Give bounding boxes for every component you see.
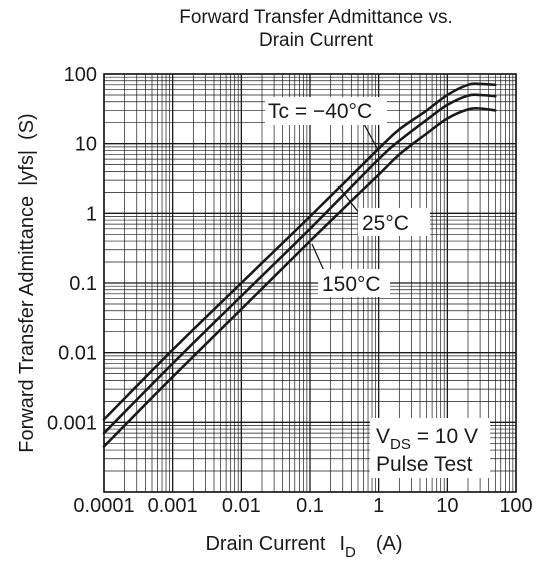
x-tick-label: 0.01 bbox=[222, 495, 261, 517]
leader-line-tc-40 bbox=[363, 123, 379, 151]
x-tick-labels: 0.0001 0.001 0.01 0.1 1 10 100 bbox=[73, 495, 532, 517]
pulse-test-label: Pulse Test bbox=[376, 453, 473, 476]
test-conditions: VDS = 10 V Pulse Test bbox=[370, 418, 490, 478]
y-axis-title: Forward Transfer Admittance|yfs|(S) bbox=[16, 113, 38, 452]
x-tick-label: 100 bbox=[499, 495, 532, 517]
label-bg-150c bbox=[318, 269, 390, 297]
y-tick-label: 0.001 bbox=[47, 412, 97, 434]
y-tick-label: 100 bbox=[64, 64, 97, 86]
leader-line-150c bbox=[311, 243, 326, 274]
series-curves bbox=[102, 82, 497, 448]
series-curve-1 bbox=[102, 93, 497, 435]
x-tick-label: 0.001 bbox=[148, 495, 198, 517]
label-bg-tc-40 bbox=[265, 97, 387, 125]
conditions-bg bbox=[370, 418, 490, 478]
chart-title-line-2: Drain Current bbox=[259, 30, 374, 51]
x-tick-label: 0.0001 bbox=[73, 495, 134, 517]
leader-line-25c bbox=[337, 185, 360, 214]
series-label-tc-40: Tc = −40°C bbox=[268, 100, 372, 123]
series-curve-0 bbox=[102, 82, 497, 421]
vds-condition: VDS = 10 V bbox=[376, 425, 478, 453]
series-curve-2 bbox=[102, 106, 497, 448]
series-labels: Tc = −40°C 25°C 150°C bbox=[265, 97, 430, 297]
series-label-25c: 25°C bbox=[362, 212, 409, 235]
y-tick-label: 0.01 bbox=[58, 343, 97, 365]
x-tick-label: 1 bbox=[373, 495, 384, 517]
series-label-150c: 150°C bbox=[322, 273, 381, 296]
x-axis-title: Drain Current ID (A) bbox=[205, 533, 402, 561]
plot-frame bbox=[103, 73, 517, 493]
y-tick-label: 0.1 bbox=[69, 273, 97, 295]
label-bg-25c bbox=[358, 208, 430, 236]
y-tick-label: 10 bbox=[75, 134, 97, 156]
x-tick-label: 0.1 bbox=[296, 495, 324, 517]
chart-title-line-1: Forward Transfer Admittance vs. bbox=[179, 7, 453, 28]
y-tick-labels: 0.001 0.01 0.1 1 10 100 bbox=[47, 64, 97, 434]
y-tick-label: 1 bbox=[86, 203, 97, 225]
x-tick-label: 10 bbox=[436, 495, 458, 517]
